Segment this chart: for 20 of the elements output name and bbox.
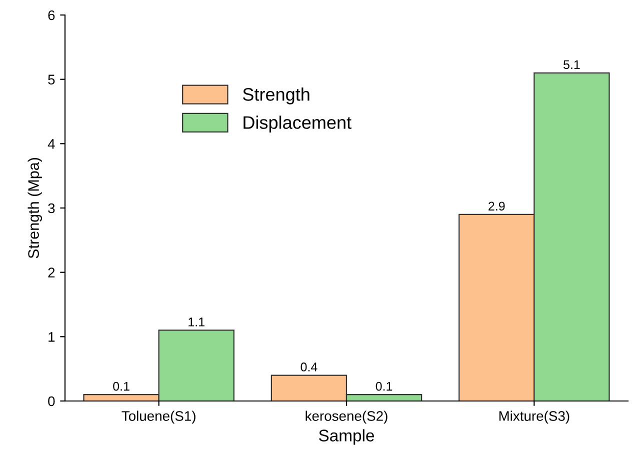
legend-label: Strength (242, 88, 310, 104)
y-tick-label: 1 (48, 332, 55, 342)
x-tick-label: Toluene(S1) (122, 410, 196, 424)
data-label: 0.1 (113, 382, 130, 391)
y-tick-label: 0 (48, 396, 55, 406)
x-tick-label: Mixture(S3) (499, 410, 570, 424)
y-tick-label: 2 (48, 268, 55, 278)
data-label: 0.4 (300, 362, 318, 372)
y-tick-label: 4 (48, 139, 55, 149)
x-tick-label: kerosene(S2) (306, 410, 388, 424)
y-tick-label: 3 (48, 203, 55, 214)
data-label: 1.1 (188, 318, 204, 326)
y-tick-label: 6 (48, 10, 55, 20)
y-tick-label: 5 (48, 74, 55, 85)
data-label: 2.9 (488, 202, 505, 211)
legend-label: Displacement (244, 116, 352, 133)
x-axis-title: Sample (319, 429, 374, 445)
y-axis-title: Strength (Mpa) (28, 158, 42, 258)
data-label: 0.1 (376, 382, 392, 391)
data-label: 5.1 (564, 60, 580, 70)
